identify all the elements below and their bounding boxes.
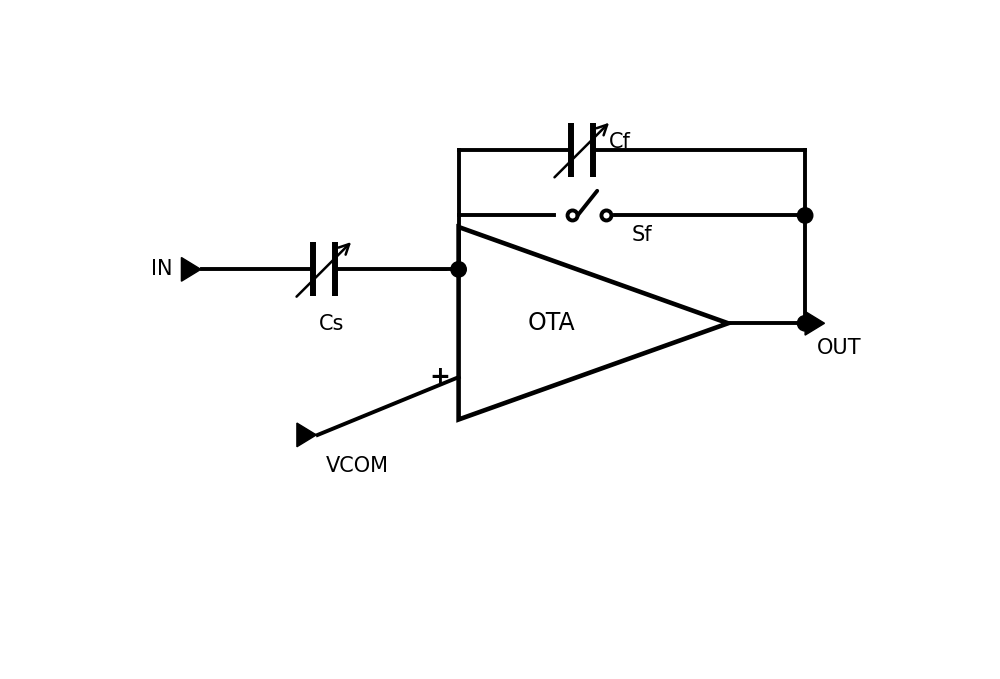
Polygon shape <box>459 227 728 420</box>
Text: −: − <box>429 257 450 281</box>
Polygon shape <box>297 423 316 447</box>
Polygon shape <box>181 257 201 281</box>
Circle shape <box>797 316 813 331</box>
Text: Cf: Cf <box>609 132 631 152</box>
Circle shape <box>451 261 466 277</box>
Text: IN: IN <box>151 259 172 279</box>
Text: OTA: OTA <box>527 311 575 335</box>
Text: OUT: OUT <box>817 338 861 358</box>
Text: Sf: Sf <box>632 225 652 244</box>
Text: VCOM: VCOM <box>326 456 389 477</box>
Polygon shape <box>805 312 825 335</box>
Text: +: + <box>429 365 450 389</box>
Text: Cs: Cs <box>319 314 344 334</box>
Circle shape <box>797 208 813 223</box>
